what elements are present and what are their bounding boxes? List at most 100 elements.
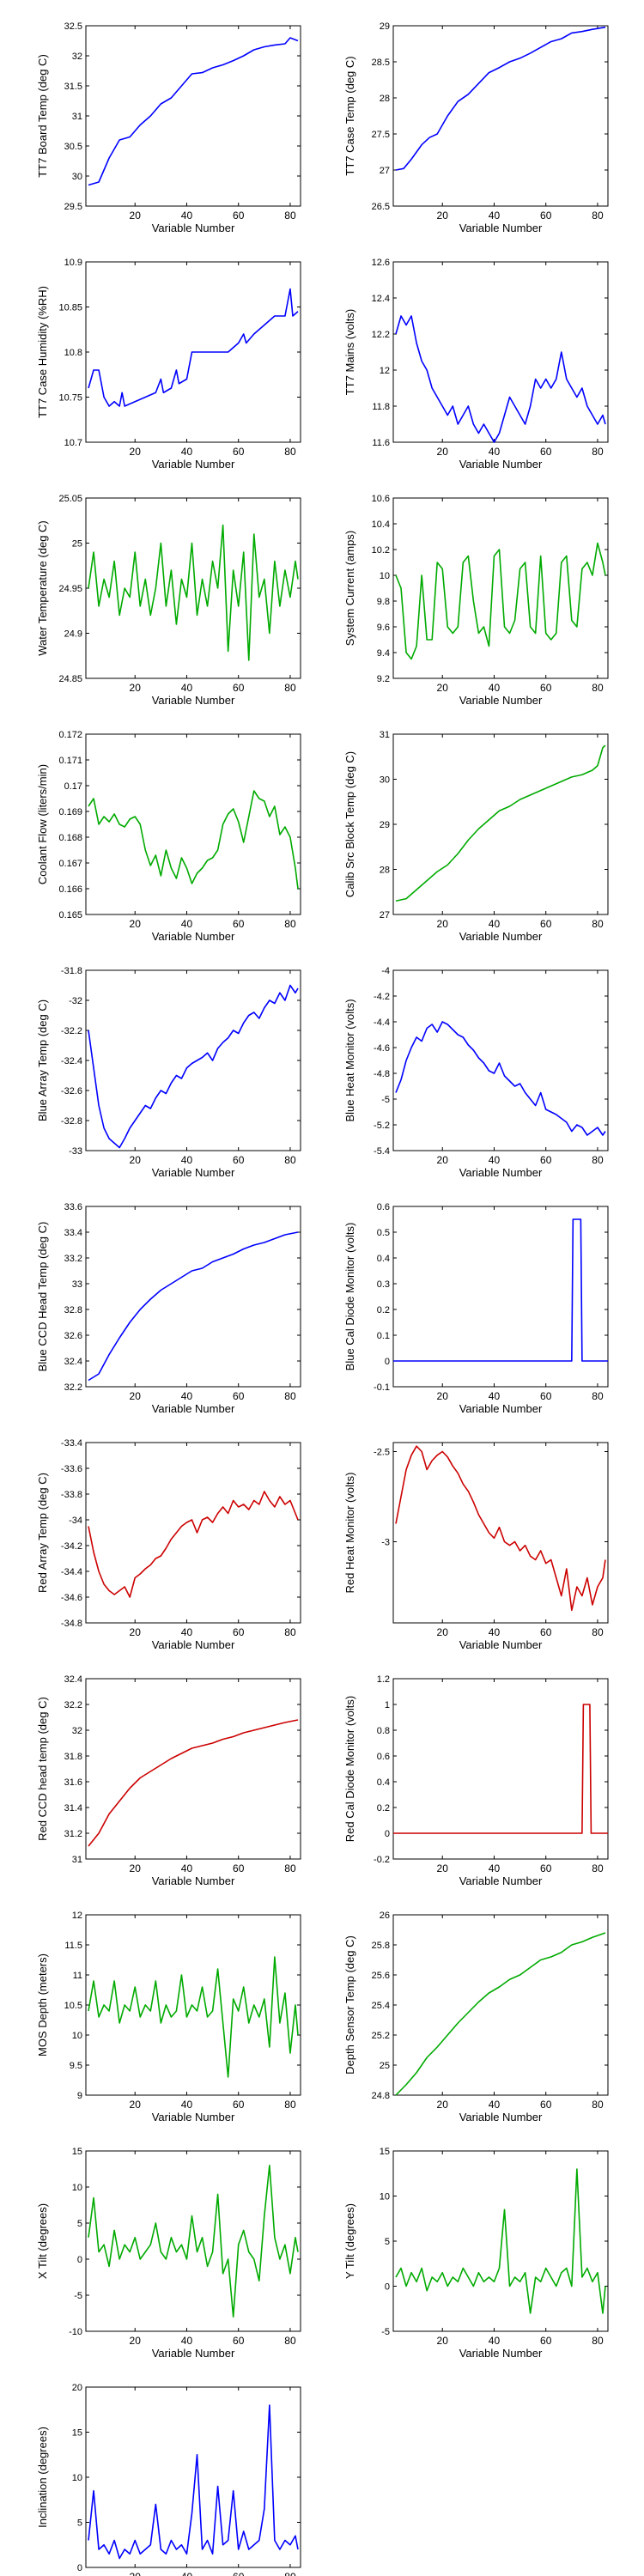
plot-frame (392, 1914, 609, 2096)
x-axis-label: Variable Number (152, 1402, 235, 1415)
x-tick-label: 80 (284, 1390, 296, 1402)
x-axis-label: Variable Number (152, 222, 235, 234)
y-tick-label: 0.166 (58, 884, 82, 895)
y-tick-label: 25 (72, 539, 82, 550)
x-tick-label: 60 (233, 1862, 245, 1874)
x-tick-label: 40 (181, 918, 193, 930)
series-line (88, 524, 299, 661)
x-tick-label: 40 (489, 2099, 501, 2111)
x-tick-label: 20 (437, 1862, 449, 1874)
y-tick-label: 29 (380, 820, 390, 830)
x-tick-label: 20 (437, 446, 449, 458)
y-tick-label: 26 (380, 1911, 390, 1921)
series-line (395, 315, 606, 443)
x-tick-label: 60 (540, 446, 552, 458)
subplot-14: 20 40 60 80 -3 -2.5 Variable Number Red Heat Mo… (343, 1442, 609, 1651)
x-tick-label: 80 (284, 1154, 296, 1166)
y-tick-label: 31.2 (64, 1829, 82, 1839)
y-axis-label: Red Heat Monitor (volts) (343, 1473, 356, 1594)
y-axis-label: Red Array Temp (deg C) (36, 1473, 49, 1593)
y-tick-label: 10.9 (64, 258, 82, 268)
x-axis-label: Variable Number (459, 1638, 543, 1651)
x-tick-label: 20 (130, 1390, 142, 1402)
y-tick-label: 10 (72, 2031, 82, 2041)
x-tick-label: 20 (437, 2099, 449, 2111)
y-axis-label: System Current (amps) (343, 531, 356, 646)
x-tick-label: 60 (233, 2571, 245, 2576)
y-tick-label: -32.6 (61, 1086, 82, 1097)
y-tick-label: -33.8 (61, 1490, 82, 1500)
y-tick-label: -34.2 (61, 1541, 82, 1552)
y-tick-label: 15 (380, 2147, 390, 2157)
y-tick-label: 30 (380, 775, 390, 786)
plot-frame (392, 733, 609, 915)
series-line (88, 37, 299, 186)
subplot-2: 20 40 60 80 26.5 27 27.5 28 28.5 29 Variable Numbe… (343, 21, 609, 234)
y-axis-label: TT7 Mains (volts) (343, 309, 356, 395)
x-tick-label: 80 (592, 1154, 604, 1166)
x-tick-label: 60 (540, 918, 552, 930)
series-line (88, 790, 299, 890)
series-line (393, 1704, 608, 1834)
y-tick-label: -4.6 (374, 1043, 390, 1054)
y-tick-label: 15 (72, 2428, 82, 2439)
x-tick-label: 60 (540, 2335, 552, 2347)
y-tick-label: -34.4 (61, 1567, 82, 1577)
y-tick-label: -34.6 (61, 1593, 82, 1603)
x-tick-label: 40 (489, 682, 501, 694)
x-tick-label: 40 (181, 682, 193, 694)
subplot-4: 20 40 60 80 11.6 11.8 12 12.2 12.4 12.6 Variable N… (343, 258, 609, 471)
plot-frame (392, 497, 609, 679)
y-tick-label: 10.5 (64, 2001, 82, 2011)
x-tick-label: 20 (437, 1390, 449, 1402)
y-tick-label: -10 (69, 2327, 82, 2337)
y-tick-label: 28 (380, 94, 390, 104)
x-tick-label: 60 (233, 1390, 245, 1402)
x-axis-label: Variable Number (152, 694, 235, 707)
y-axis-label: Y Tilt (degrees) (343, 2203, 356, 2279)
subplot-11: 20 40 60 80 32.2 32.4 32.6 32.8 33 33.2 33.4 33.6 Va… (36, 1202, 301, 1415)
y-tick-label: 25.2 (372, 2031, 390, 2041)
series-line (395, 542, 606, 660)
y-tick-label: 0 (77, 2563, 82, 2573)
y-tick-label: 12.2 (372, 330, 390, 340)
subplot-10: 20 40 60 80 -5.4 -5.2 -5 -4.8 -4.6 -4.4 -4.2 -4 Vari… (343, 966, 609, 1179)
subplot-18: 20 40 60 80 24.8 25 25.2 25.4 25.6 25.8 26 Variable… (343, 1911, 609, 2123)
subplot-16: 20 40 60 80 -0.2 0 0.2 0.4 0.6 0.8 1 1.2 Variable Nu… (343, 1674, 609, 1887)
series-line (395, 26, 606, 171)
subplot-12: 20 40 60 80 -0.1 0 0.1 0.2 0.3 0.4 0.5 0.6 Variable … (343, 1202, 609, 1415)
y-tick-label: 0.1 (377, 1331, 390, 1341)
x-tick-label: 60 (233, 446, 245, 458)
plot-frame (85, 969, 301, 1151)
y-tick-label: 28 (380, 866, 390, 876)
x-tick-label: 80 (592, 2335, 604, 2347)
y-tick-label: 32.8 (64, 1305, 82, 1315)
y-tick-label: 10.8 (64, 348, 82, 358)
y-tick-label: 0.169 (58, 807, 82, 817)
series-line (395, 744, 606, 902)
x-tick-label: 80 (592, 1626, 604, 1638)
subplot-13: 20 40 60 80 -34.8 -34.6 -34.4 -34.2 -34 -33.8 -33.… (36, 1438, 301, 1651)
series-line (395, 1932, 606, 2096)
x-axis-label: Variable Number (459, 2347, 543, 2360)
y-tick-label: 0.4 (377, 1777, 390, 1788)
y-tick-label: 33.6 (64, 1202, 82, 1212)
y-tick-label: 0 (385, 1829, 390, 1839)
subplot-21: 2040608005101520Variable NumberInclinati… (36, 2383, 301, 2576)
plot-frame (392, 261, 609, 443)
x-tick-label: 20 (130, 446, 142, 458)
series-line (88, 1231, 299, 1382)
y-tick-label: -2.5 (374, 1448, 390, 1458)
y-tick-label: 25.8 (372, 1941, 390, 1951)
x-tick-label: 40 (489, 1626, 501, 1638)
y-axis-label: Red Cal Diode Monitor (volts) (343, 1696, 356, 1843)
x-tick-label: 40 (489, 1154, 501, 1166)
x-tick-label: 60 (233, 1626, 245, 1638)
y-tick-label: -0.1 (374, 1382, 390, 1393)
y-axis-label: Coolant Flow (liters/min) (36, 764, 49, 884)
x-tick-label: 60 (540, 1390, 552, 1402)
x-tick-label: 80 (592, 446, 604, 458)
x-axis-label: Variable Number (152, 458, 235, 471)
y-tick-label: 27.5 (372, 130, 390, 140)
y-tick-label: 0.6 (377, 1752, 390, 1762)
